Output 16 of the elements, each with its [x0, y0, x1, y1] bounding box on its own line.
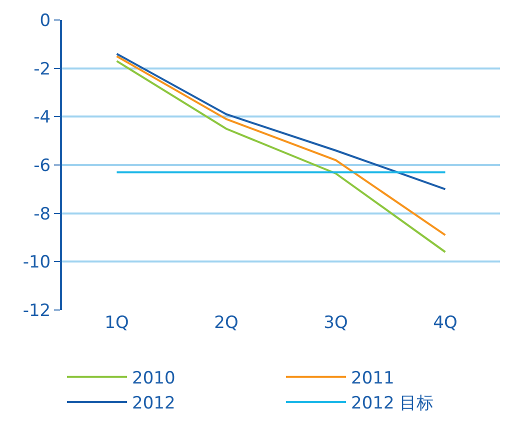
x-tick-label: 2Q: [214, 313, 238, 333]
x-tick-label: 3Q: [324, 313, 348, 333]
legend-label: 2012 目标: [351, 394, 434, 414]
legend-label: 2011: [351, 368, 394, 388]
y-tick-label: -8: [34, 204, 51, 224]
x-tick-label: 1Q: [104, 313, 129, 333]
legend-label: 2012: [132, 394, 176, 414]
legend-label: 2010: [132, 368, 176, 388]
line-series: [116, 52, 446, 190]
y-tick-label: -4: [34, 108, 51, 128]
y-tick-label: -6: [34, 156, 51, 176]
y-tick-label: -10: [22, 252, 51, 273]
y-tick-label: 0: [40, 10, 51, 31]
y-tick-label: -12: [22, 300, 51, 321]
y-tick-label: -2: [34, 59, 51, 80]
x-tick-label: 4Q: [433, 313, 458, 333]
